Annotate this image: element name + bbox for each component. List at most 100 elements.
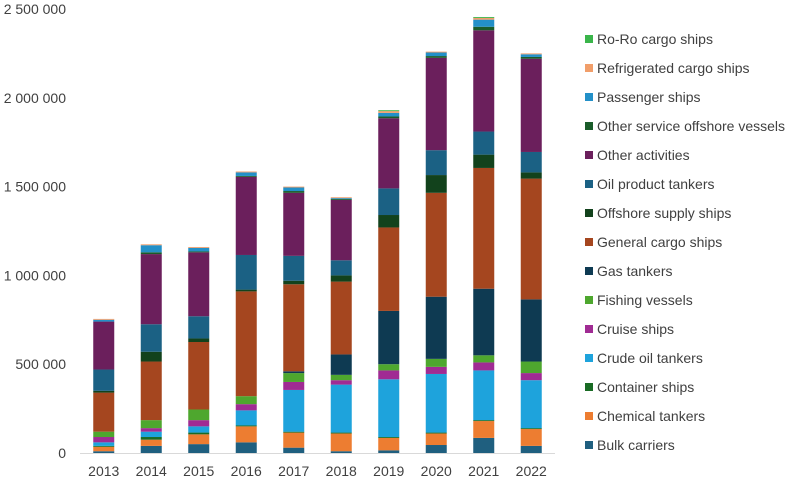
y-tick-label: 0: [58, 445, 66, 461]
bar-segment: [283, 187, 305, 192]
bar-segment: [330, 260, 352, 276]
bar-segment: [520, 429, 542, 446]
bar-segment: [473, 421, 495, 438]
legend-swatch: [585, 122, 593, 130]
bar-segment: [378, 437, 400, 438]
bar-segment: [93, 318, 115, 320]
bar-segment: [93, 431, 115, 438]
legend-label: Other service offshore vessels: [597, 118, 785, 134]
bar-segment: [520, 445, 542, 453]
bar-segment: [283, 447, 305, 453]
bar-segment: [235, 171, 257, 173]
bar-segment: [140, 431, 162, 438]
bar-segment: [330, 354, 352, 375]
legend-label: Chemical tankers: [597, 408, 705, 424]
bar-segment: [93, 321, 115, 370]
bar-segment: [520, 380, 542, 429]
bar-segment: [140, 428, 162, 432]
bar-segment: [188, 432, 210, 435]
y-tick-label: 500 000: [15, 356, 66, 372]
legend-label: Other activities: [597, 147, 690, 163]
legend-swatch: [585, 412, 593, 420]
bar-segment: [378, 364, 400, 371]
bar-segment: [520, 428, 542, 430]
bar-segment: [425, 373, 447, 433]
bar-segment: [140, 439, 162, 446]
bar-segment: [473, 362, 495, 371]
bar-segment: [425, 358, 447, 367]
bar-segment: [520, 178, 542, 300]
bar-segment: [378, 112, 400, 117]
bar-segment: [330, 198, 352, 200]
legend-swatch: [585, 209, 593, 217]
bar-segment: [93, 392, 115, 432]
bar-segment: [140, 420, 162, 429]
bar-segment: [378, 310, 400, 365]
legend-swatch: [585, 238, 593, 246]
bar-segment: [473, 167, 495, 289]
bar-segment: [378, 188, 400, 216]
bar-segment: [283, 280, 305, 285]
bar-segment: [188, 251, 210, 253]
bar-segment: [473, 437, 495, 453]
bar-segment: [93, 451, 115, 453]
x-tick-label: 2014: [136, 463, 167, 479]
x-tick-label: 2015: [183, 463, 214, 479]
bar-segment: [473, 30, 495, 132]
bar-segment: [235, 426, 257, 443]
bar-segment: [283, 389, 305, 432]
bar-segment: [235, 442, 257, 453]
bar-segment: [378, 450, 400, 453]
bar-segment: [188, 420, 210, 427]
bar-segment: [283, 432, 305, 448]
bar-segment: [93, 390, 115, 393]
bar-segment: [140, 437, 162, 440]
bar-segment: [330, 433, 352, 452]
bar-segment: [235, 175, 257, 177]
bar-segment: [520, 58, 542, 152]
bar-segment: [283, 373, 305, 382]
legend-label: Passenger ships: [597, 89, 701, 105]
bar-segment: [188, 246, 210, 248]
legend-swatch: [585, 325, 593, 333]
bar-segment: [378, 111, 400, 113]
x-tick-label: 2018: [326, 463, 357, 479]
bar-segment: [473, 288, 495, 356]
bar-segment: [188, 434, 210, 445]
bar-segment: [378, 116, 400, 119]
bar-segment: [93, 369, 115, 391]
bar-segment: [520, 172, 542, 179]
bar-segment: [330, 432, 352, 434]
bar-segment: [330, 197, 352, 199]
x-tick-label: 2019: [373, 463, 404, 479]
bar-segment: [140, 351, 162, 362]
bar-segment: [378, 118, 400, 189]
legend-swatch: [585, 93, 593, 101]
bar-segment: [140, 324, 162, 352]
bar-segment: [425, 56, 447, 58]
bar-segment: [140, 252, 162, 255]
bar-segment: [330, 199, 352, 261]
bar-segment: [378, 215, 400, 228]
bar-segment: [425, 296, 447, 359]
x-tick-label: 2021: [468, 463, 499, 479]
bar-segment: [330, 384, 352, 433]
bar-segment: [140, 254, 162, 325]
bar-segment: [93, 442, 115, 446]
bar-segment: [235, 396, 257, 405]
legend-label: Gas tankers: [597, 263, 672, 279]
bar-segment: [188, 342, 210, 410]
bar-segment: [140, 445, 162, 453]
bar-segment: [283, 186, 305, 188]
bar-segment: [283, 191, 305, 193]
bar-segment: [235, 425, 257, 427]
x-tick-label: 2022: [516, 463, 547, 479]
bar-segment: [330, 451, 352, 453]
bar-segment: [473, 16, 495, 18]
bar-segment: [93, 445, 115, 447]
bar-segment: [425, 366, 447, 374]
bar-segment: [283, 431, 305, 433]
bar-segment: [473, 19, 495, 27]
bar-segment: [378, 379, 400, 438]
